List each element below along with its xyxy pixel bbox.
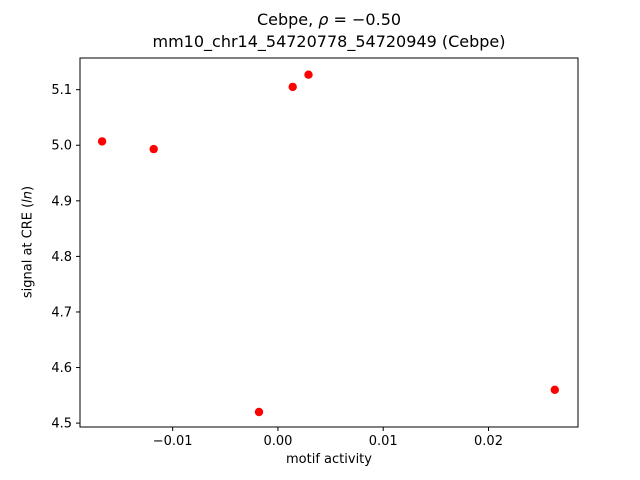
- x-tick-label: 0.02: [474, 434, 503, 449]
- y-tick-label: 5.0: [51, 139, 72, 154]
- x-tick-label: −0.01: [153, 434, 193, 449]
- x-tick-label: 0.00: [263, 434, 292, 449]
- y-tick-label: 4.7: [51, 305, 72, 320]
- data-point: [254, 407, 264, 417]
- data-point: [304, 70, 313, 79]
- y-tick-label: 4.6: [51, 361, 72, 376]
- rho-value: = −0.50: [328, 10, 402, 29]
- y-tick-label: 5.1: [51, 83, 72, 98]
- data-point: [97, 137, 107, 146]
- data-point: [149, 144, 158, 154]
- y-tick-label: 4.5: [51, 417, 72, 432]
- data-point: [288, 82, 297, 92]
- y-tick-label: 4.9: [51, 194, 72, 209]
- axes-frame: [79, 57, 579, 428]
- data-point: [550, 385, 559, 394]
- title-prefix: Cebpe,: [256, 10, 319, 29]
- chart-subtitle: mm10_chr14_54720778_54720949 (Cebpe): [152, 32, 506, 51]
- x-tick-label: 0.01: [369, 434, 398, 449]
- chart-title: Cebpe, ρ = −0.50 mm10_chr14_54720778_547…: [80, 9, 578, 53]
- x-axis-label: motif activity: [286, 452, 372, 467]
- chart-title-line1: Cebpe, ρ = −0.50: [80, 9, 578, 31]
- rho-symbol: ρ: [318, 10, 329, 29]
- y-tick-label: 4.8: [51, 250, 72, 265]
